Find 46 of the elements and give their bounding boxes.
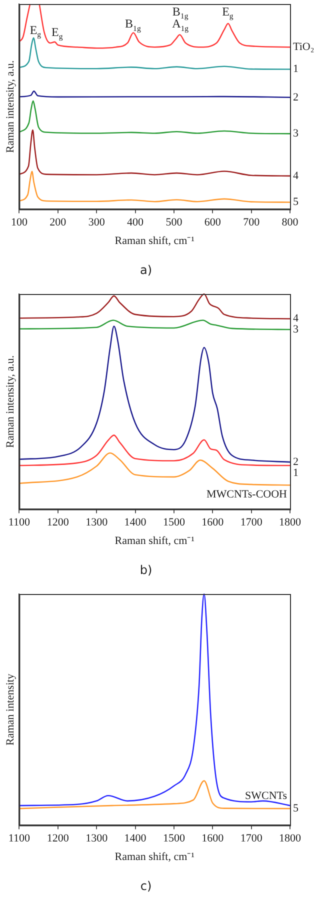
text: c): [140, 878, 152, 893]
x-tick-label: 1600: [202, 516, 224, 529]
x-tick-label: 1800: [279, 516, 302, 529]
series-label: 3: [293, 128, 299, 140]
x-axis-title: Raman shift, cm⁻¹: [114, 850, 194, 863]
x-tick-label: 1300: [86, 832, 108, 845]
x-axis-title: Raman shift, cm⁻¹: [114, 234, 194, 247]
x-tick-label: 1700: [240, 832, 263, 845]
x-tick-label: 1500: [162, 516, 186, 529]
y-axis-title: Raman intensity: [4, 673, 16, 746]
text: a): [140, 262, 152, 277]
series-label: SWCNTs: [244, 790, 287, 802]
x-tick-label: 500: [166, 216, 183, 229]
x-tick-label: 300: [88, 216, 106, 229]
x-tick-label: 1800: [279, 832, 302, 845]
x-tick-label: 1300: [86, 516, 108, 529]
series-label: TiO₂: [293, 40, 314, 53]
x-tick-label: 400: [127, 216, 144, 229]
x-tick-label: 100: [10, 216, 28, 229]
x-tick-label: 600: [204, 216, 222, 229]
series-label: 3: [293, 324, 299, 336]
series-label: MWCNTs-COOH: [206, 488, 288, 500]
x-tick-label: 1200: [46, 832, 70, 845]
series-label: 4: [293, 312, 299, 325]
x-tick-label: 1100: [8, 516, 30, 529]
x-tick-label: 1500: [162, 832, 186, 845]
x-tick-label: 1600: [202, 832, 224, 845]
series-label: 5: [293, 802, 299, 814]
series-label: 5: [293, 196, 299, 208]
series-label: 1: [293, 466, 298, 479]
x-tick-label: 1200: [46, 516, 70, 529]
x-tick-label: 700: [243, 216, 260, 229]
x-axis-title: Raman shift, cm⁻¹: [114, 534, 194, 547]
y-axis-title: Raman intensity, a.u.: [4, 60, 16, 153]
x-tick-label: 1700: [240, 516, 263, 529]
x-tick-label: 200: [50, 216, 67, 229]
x-tick-label: 1400: [124, 516, 147, 529]
series-label: 4: [293, 170, 299, 182]
series-label: 2: [293, 456, 298, 468]
x-tick-label: 1100: [8, 832, 30, 845]
x-tick-label: 1400: [124, 832, 147, 845]
series-label: 1: [293, 63, 298, 76]
text: b): [140, 562, 152, 577]
y-axis-title: Raman intensity, a.u.: [4, 355, 16, 448]
x-tick-label: 800: [282, 216, 299, 229]
series-label: 2: [293, 91, 298, 104]
